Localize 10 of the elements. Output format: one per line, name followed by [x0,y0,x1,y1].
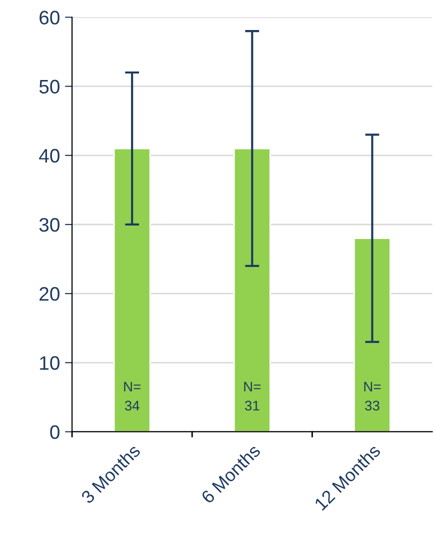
y-tick-label: 60 [40,10,60,24]
y-tick-label: 0 [50,425,60,439]
y-tick-label: 50 [39,80,60,94]
y-tick-label: 10 [40,356,60,370]
y-tick-label: 40 [39,148,60,163]
y-tick-label: 30 [39,218,60,232]
annotation: N= 34 [124,382,140,411]
annotation: N= 31 [244,382,261,411]
y-tick-label: 20 [40,287,60,301]
annotation: N= 33 [364,382,381,411]
